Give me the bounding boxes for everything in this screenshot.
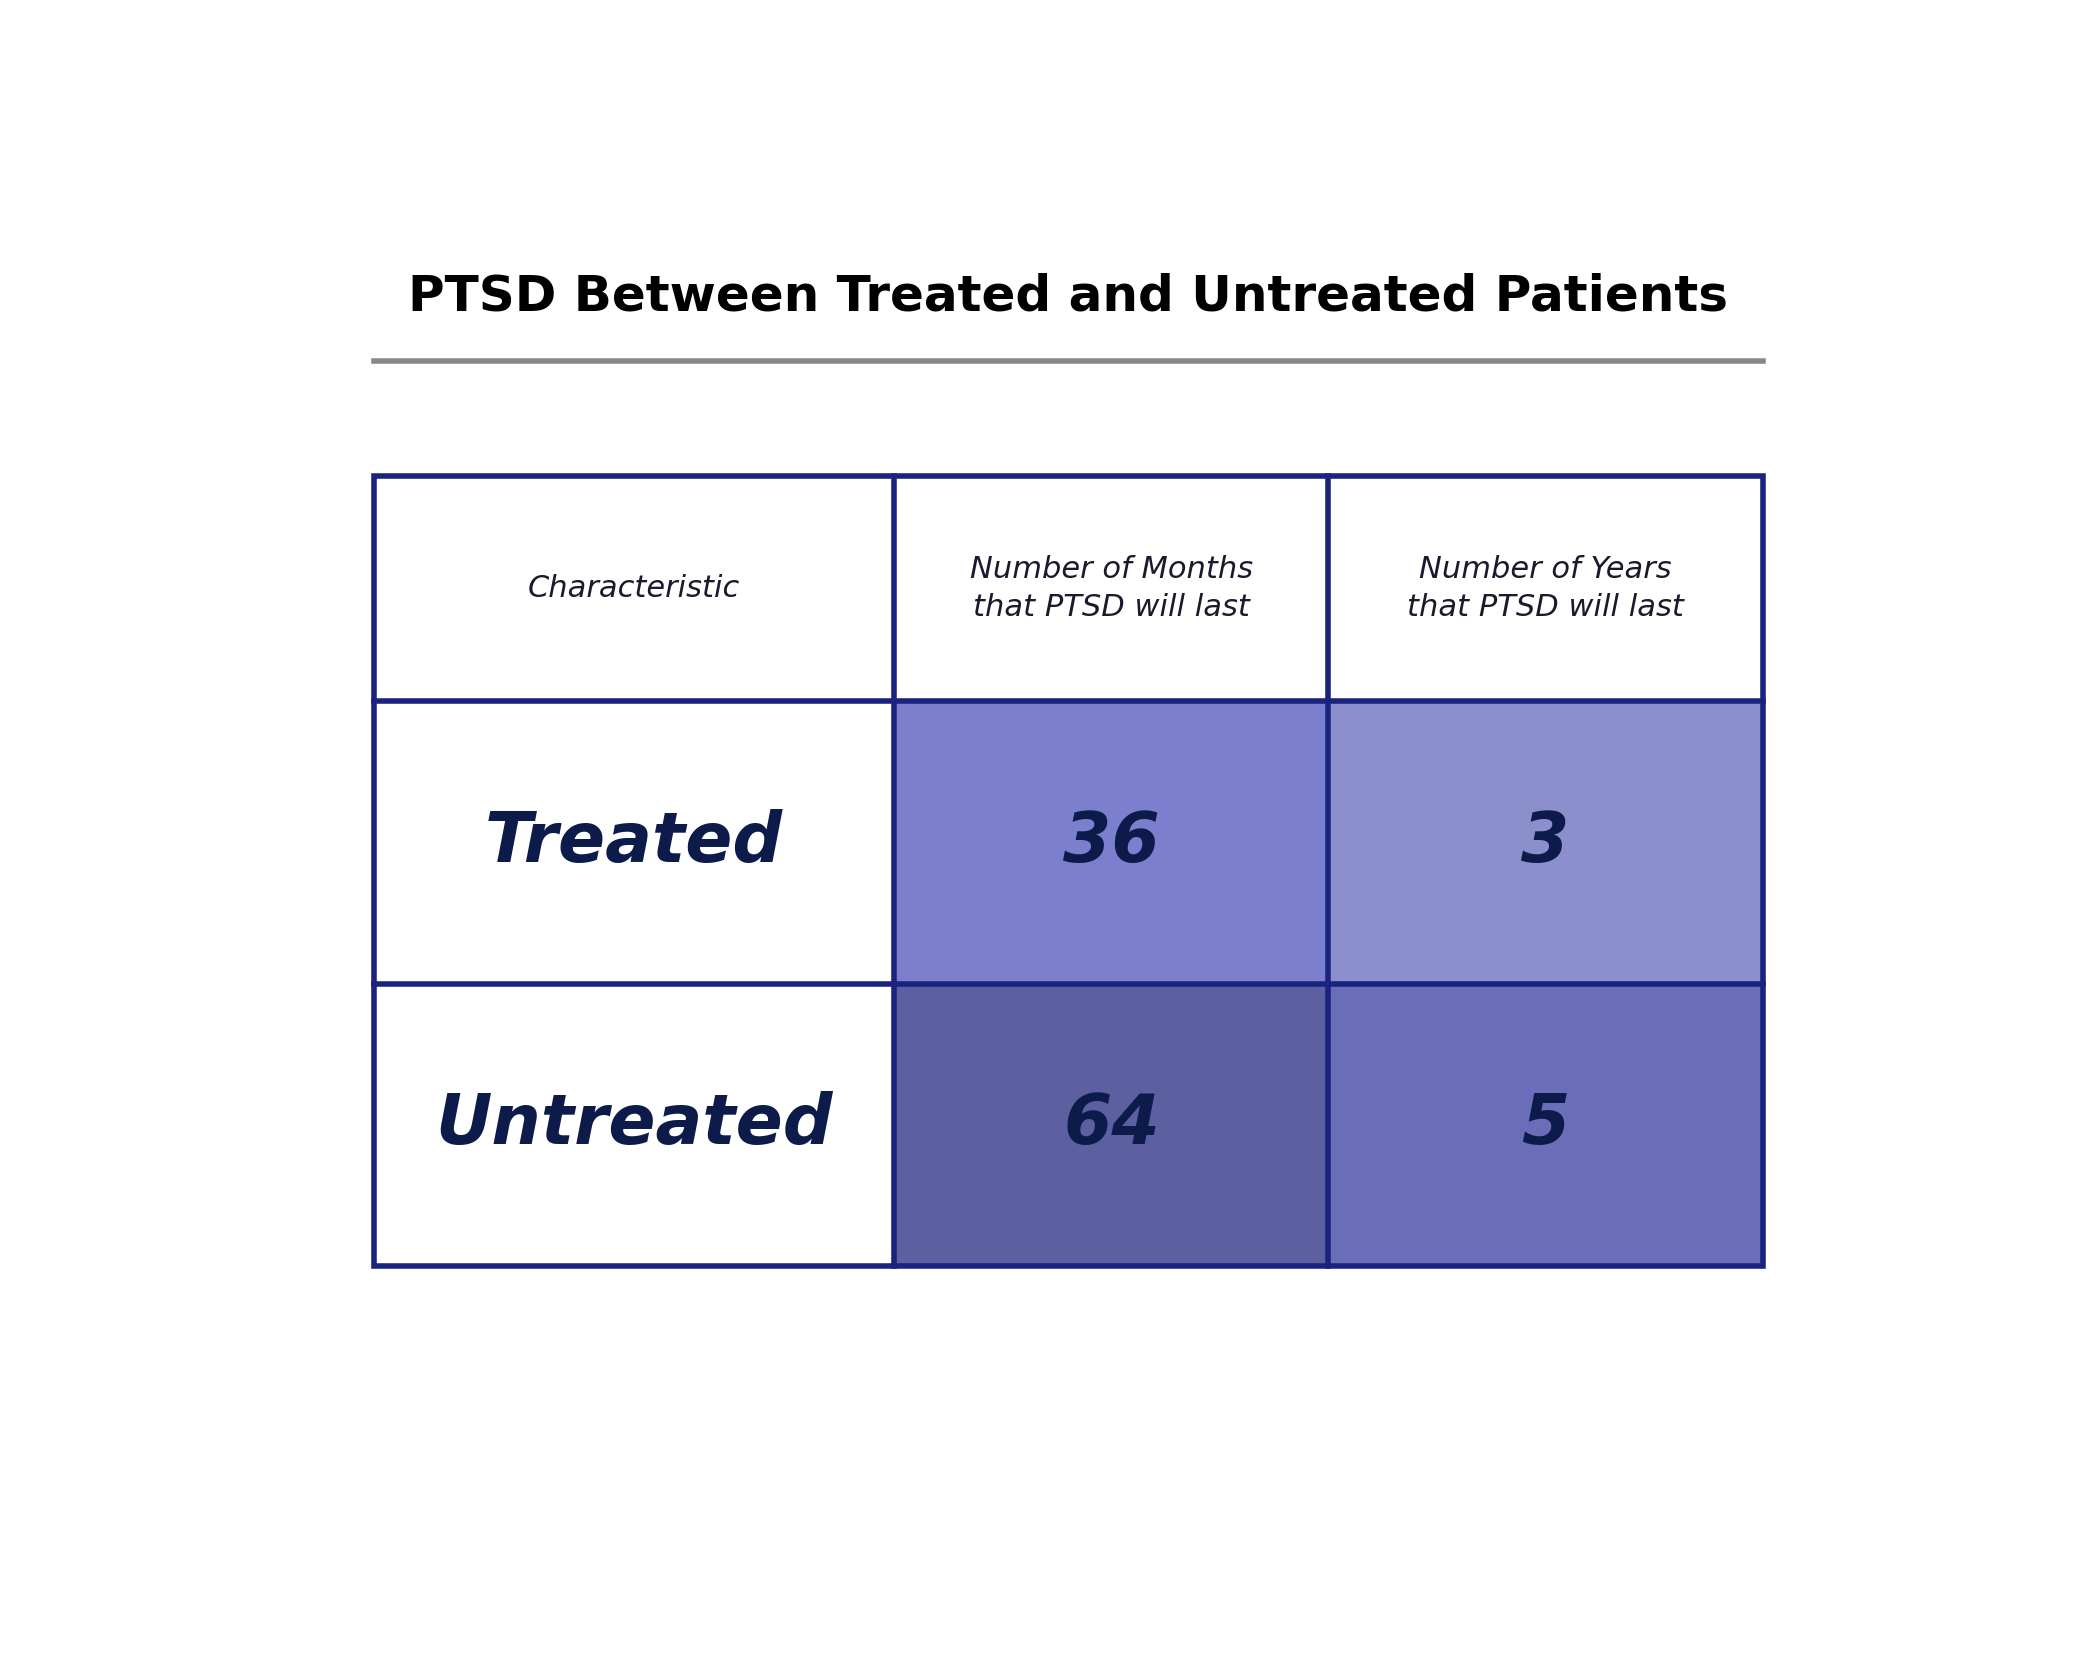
Text: PTSD Between Treated and Untreated Patients: PTSD Between Treated and Untreated Patie…	[408, 272, 1728, 320]
Bar	[1328, 702, 1763, 984]
Text: 36: 36	[1063, 809, 1161, 876]
Text: Number of Months
that PTSD will last: Number of Months that PTSD will last	[969, 555, 1252, 622]
Bar	[373, 477, 1763, 1266]
Text: Treated: Treated	[486, 809, 784, 876]
Bar	[894, 702, 1328, 984]
Bar	[894, 984, 1328, 1266]
Bar	[1328, 477, 1763, 702]
Text: 3: 3	[1521, 809, 1569, 876]
Text: 5: 5	[1521, 1091, 1569, 1159]
Bar	[894, 477, 1328, 702]
Bar	[1328, 984, 1763, 1266]
Bar	[373, 477, 894, 702]
Bar	[373, 984, 894, 1266]
Text: 64: 64	[1063, 1091, 1161, 1159]
Text: Untreated: Untreated	[436, 1091, 834, 1159]
Text: Number of Years
that PTSD will last: Number of Years that PTSD will last	[1407, 555, 1684, 622]
Text: Characteristic: Characteristic	[527, 574, 740, 604]
Bar	[373, 702, 894, 984]
